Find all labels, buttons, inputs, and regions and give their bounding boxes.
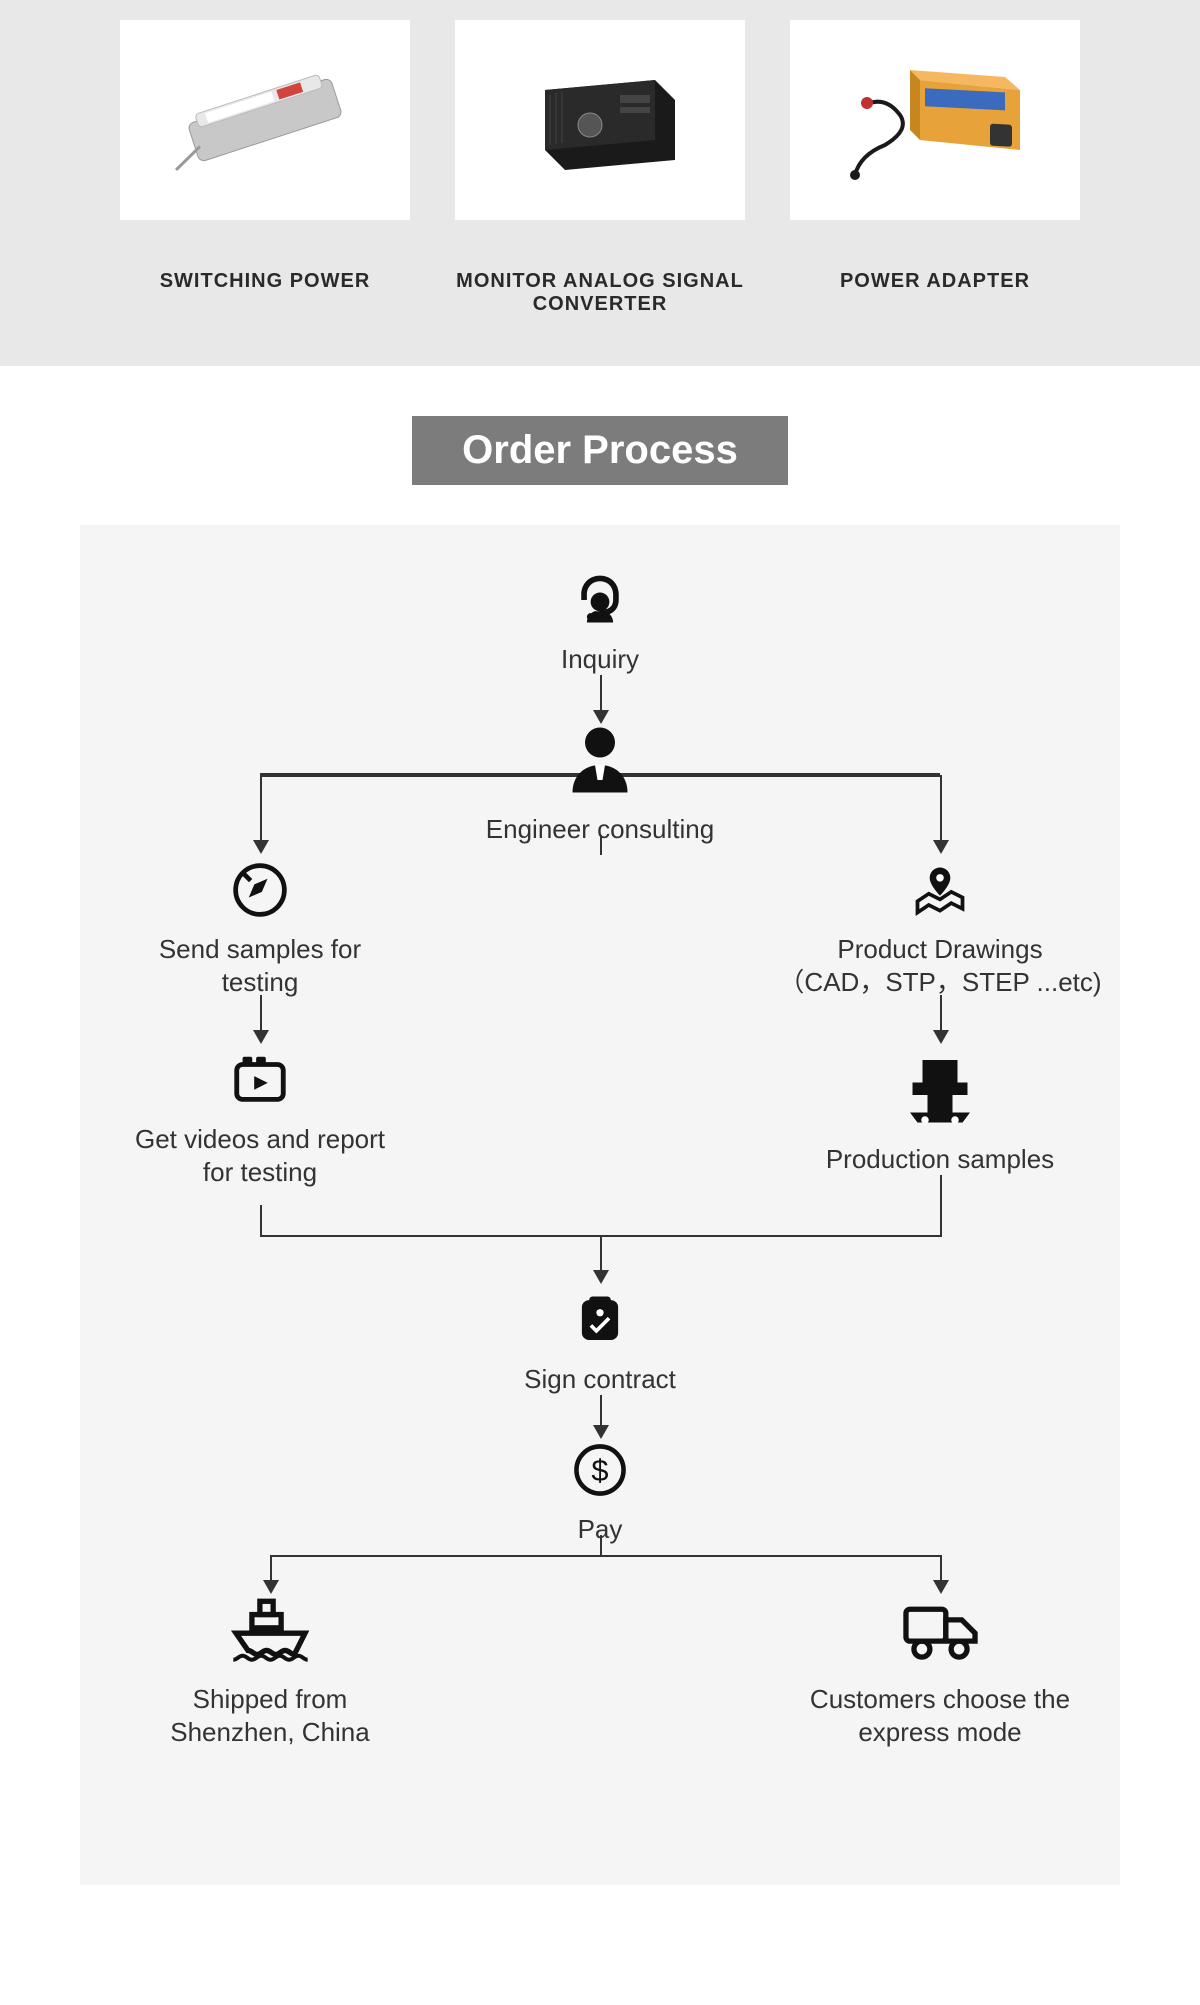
- product-label: POWER ADAPTER: [840, 270, 1030, 293]
- arrow-down-icon: [933, 840, 949, 854]
- node-consulting: Engineer consulting: [480, 715, 720, 846]
- arrow-down-icon: [933, 1030, 949, 1044]
- products-row: SWITCHING POWER MONITOR A: [0, 20, 1200, 316]
- arrow-down-icon: [253, 1030, 269, 1044]
- node-label: Production samples: [826, 1143, 1054, 1176]
- node-pay: $ Pay: [540, 1435, 660, 1546]
- converter-icon: [490, 45, 710, 195]
- connector: [600, 1395, 602, 1425]
- truck-icon: [895, 1585, 985, 1675]
- products-section: SWITCHING POWER MONITOR A: [0, 0, 1200, 366]
- connector: [260, 775, 262, 840]
- order-process-section: Inquiry Engineer consulting Send samples…: [80, 525, 1120, 1885]
- node-express: Customers choose the express mode: [800, 1585, 1080, 1748]
- svg-text:$: $: [591, 1453, 608, 1488]
- product-image: [120, 20, 410, 220]
- node-label: Shipped from Shenzhen, China: [130, 1683, 410, 1748]
- node-label: Send samples for testing: [140, 933, 380, 998]
- node-label: Pay: [578, 1513, 623, 1546]
- product-image: [790, 20, 1080, 220]
- connector: [260, 1205, 262, 1235]
- switching-power-icon: [155, 45, 375, 195]
- node-label: Product Drawings （CAD，STP，STEP ...etc): [778, 933, 1101, 998]
- product-label: SWITCHING POWER: [160, 270, 371, 293]
- node-videos: Get videos and report for testing: [130, 1045, 390, 1188]
- order-process-title-wrap: Order Process: [0, 416, 1200, 485]
- arrow-down-icon: [253, 840, 269, 854]
- connector: [600, 675, 602, 710]
- headset-icon: [565, 565, 635, 635]
- connector: [270, 1555, 940, 1557]
- connector: [940, 1555, 942, 1580]
- node-label: Customers choose the express mode: [800, 1683, 1080, 1748]
- machine-icon: [895, 1045, 985, 1135]
- ship-icon: [225, 1585, 315, 1675]
- arrow-down-icon: [593, 1270, 609, 1284]
- product-label: MONITOR ANALOG SIGNAL CONVERTER: [455, 270, 745, 316]
- order-process-title: Order Process: [412, 416, 788, 485]
- contract-icon: [565, 1285, 635, 1355]
- flowchart: Inquiry Engineer consulting Send samples…: [100, 565, 1100, 1825]
- dollar-circle-icon: $: [565, 1435, 635, 1505]
- connector: [270, 1555, 272, 1580]
- power-adapter-icon: [825, 45, 1045, 195]
- node-label: Get videos and report for testing: [130, 1123, 390, 1188]
- connector: [940, 995, 942, 1030]
- node-label: Inquiry: [561, 643, 639, 676]
- node-contract: Sign contract: [510, 1285, 690, 1396]
- product-card-adapter: POWER ADAPTER: [790, 20, 1080, 316]
- node-shipped: Shipped from Shenzhen, China: [130, 1585, 410, 1748]
- node-label: Engineer consulting: [486, 813, 714, 846]
- connector: [260, 995, 262, 1030]
- node-samples: Send samples for testing: [140, 855, 380, 998]
- connector: [940, 1175, 942, 1235]
- node-production: Production samples: [800, 1045, 1080, 1176]
- node-label: Sign contract: [524, 1363, 676, 1396]
- product-card-switching-power: SWITCHING POWER: [120, 20, 410, 316]
- map-pin-icon: [905, 855, 975, 925]
- product-card-converter: MONITOR ANALOG SIGNAL CONVERTER: [455, 20, 745, 316]
- person-icon: [555, 715, 645, 805]
- node-drawings: Product Drawings （CAD，STP，STEP ...etc): [760, 855, 1120, 998]
- video-icon: [225, 1045, 295, 1115]
- node-inquiry: Inquiry: [530, 565, 670, 676]
- plane-circle-icon: [225, 855, 295, 925]
- connector: [940, 775, 942, 840]
- product-image: [455, 20, 745, 220]
- connector: [600, 1235, 602, 1270]
